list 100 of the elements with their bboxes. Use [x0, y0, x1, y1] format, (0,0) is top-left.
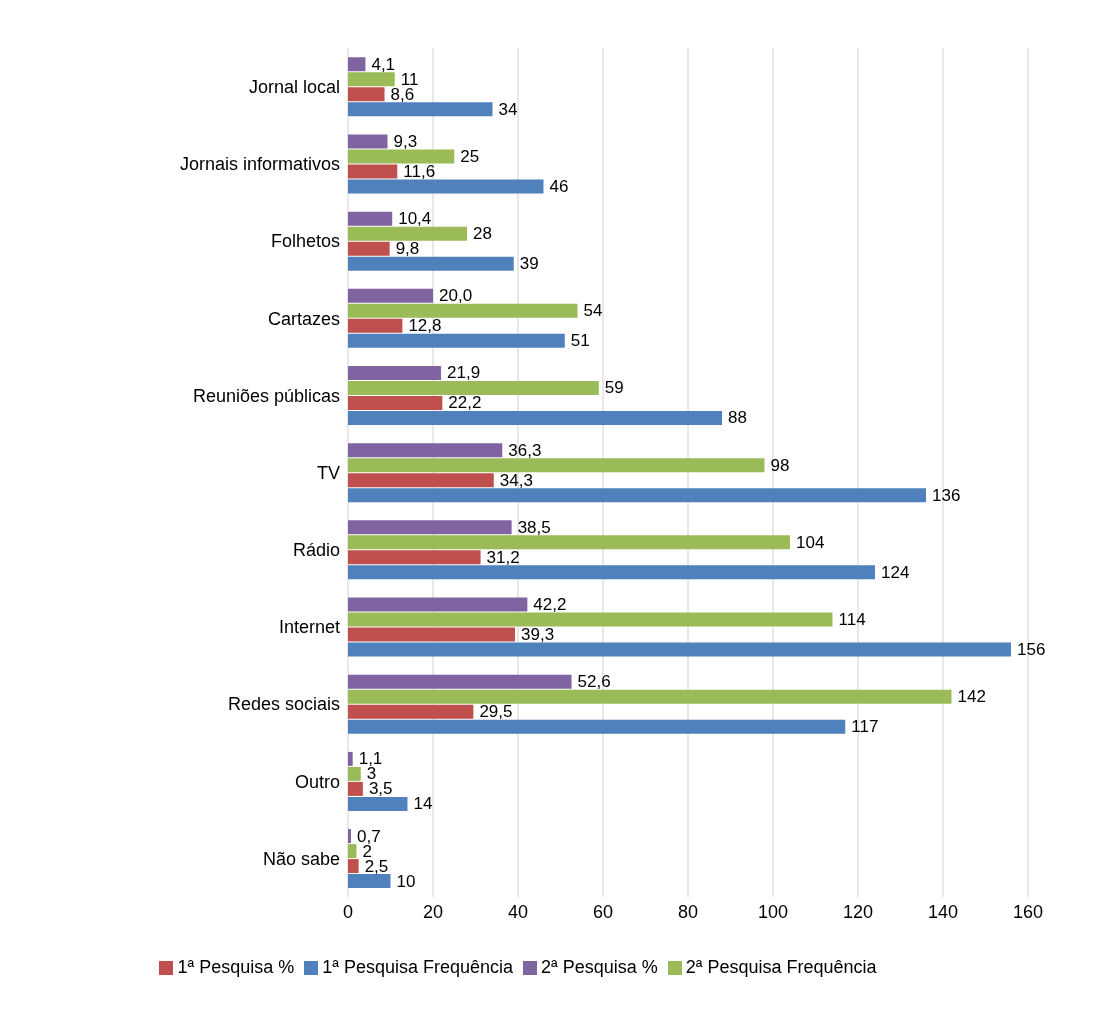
x-tick-label: 40: [507, 901, 529, 922]
bar: [348, 473, 494, 488]
data-label: 39,3: [521, 625, 555, 645]
data-label: 11,6: [403, 161, 436, 181]
data-label: 10: [396, 871, 416, 891]
bar: [348, 627, 516, 642]
bar: [348, 704, 474, 719]
bar: [348, 612, 833, 627]
bar: [348, 488, 926, 503]
data-label: 31,2: [486, 547, 520, 567]
bar: [348, 859, 359, 874]
data-label: 117: [851, 717, 879, 737]
y-tick-label: Reuniões públicas: [192, 385, 340, 406]
data-label: 1,1: [358, 749, 383, 769]
data-label: 14: [413, 794, 433, 814]
x-tick-label: 80: [677, 901, 699, 922]
data-label: 88: [728, 408, 747, 428]
bar: [348, 365, 442, 380]
bar: [348, 57, 366, 72]
bar: [348, 333, 565, 348]
data-label: 59: [604, 378, 624, 398]
y-tick-label: Não sabe: [262, 848, 340, 869]
data-label: 4,1: [371, 54, 396, 74]
y-tick-label: Jornais informativos: [179, 154, 340, 175]
bar: [348, 550, 481, 565]
y-tick-label: Jornal local: [248, 76, 340, 97]
bar: [348, 102, 493, 117]
bar: [348, 179, 544, 194]
legend-label: 1ª Pesquisa %: [177, 957, 295, 977]
bar: [348, 241, 390, 256]
bar: [348, 874, 391, 889]
data-label: 46: [549, 176, 569, 196]
bar: [348, 520, 512, 535]
bar: [348, 689, 952, 704]
data-label: 54: [583, 301, 603, 321]
data-label: 10,4: [398, 209, 432, 229]
data-label: 136: [932, 485, 961, 505]
bar: [348, 149, 455, 164]
data-label: 98: [770, 455, 790, 475]
data-label: 34,3: [499, 470, 533, 490]
data-label: 25: [460, 146, 480, 166]
data-label: 39: [519, 254, 539, 274]
bar: [348, 719, 846, 734]
bar: [348, 226, 467, 241]
x-tick-label: 20: [422, 901, 444, 922]
data-label: 38,5: [517, 517, 551, 537]
data-label: 104: [796, 532, 825, 552]
data-label: 52,6: [577, 672, 611, 692]
data-label: 124: [881, 562, 910, 582]
data-label: 12,8: [408, 316, 442, 336]
bar: [348, 642, 1011, 657]
y-tick-label: Outro: [294, 771, 340, 792]
bar: [348, 211, 393, 226]
data-label: 0,7: [356, 826, 381, 846]
data-label: 9,8: [395, 239, 420, 259]
bar: [348, 844, 357, 859]
data-label: 21,9: [447, 363, 481, 383]
bar: [348, 134, 388, 149]
data-label: 156: [1017, 640, 1046, 660]
data-label: 51: [570, 331, 590, 351]
bar: [348, 458, 765, 473]
data-label: 114: [838, 610, 866, 630]
bar: [348, 781, 363, 796]
bar: [348, 597, 528, 612]
data-label: 36,3: [508, 440, 542, 460]
bar: [348, 410, 722, 425]
bar: [348, 87, 385, 102]
bar: [348, 380, 599, 395]
y-tick-label: TV: [316, 462, 340, 483]
bar: [348, 674, 572, 689]
bar: [348, 535, 790, 550]
legend-label: 2ª Pesquisa %: [541, 957, 658, 977]
data-label: 29,5: [479, 702, 513, 722]
x-tick-label: 60: [592, 901, 614, 922]
bar: [348, 256, 514, 271]
bar: [348, 829, 351, 844]
bar: [348, 288, 433, 303]
bar: [348, 72, 395, 87]
bar: [348, 565, 875, 580]
x-tick-label: 160: [1012, 901, 1044, 922]
bar: [348, 164, 398, 179]
bar: [348, 443, 503, 458]
bar: [348, 766, 361, 781]
legend-label: 1ª Pesquisa Frequência: [322, 957, 513, 977]
bar: [348, 318, 403, 333]
x-tick-label: 120: [842, 901, 874, 922]
x-tick-label: 140: [927, 901, 959, 922]
x-tick-label: 0: [342, 901, 354, 922]
x-tick-label: 100: [757, 901, 789, 922]
data-label: 142: [957, 687, 986, 707]
data-label: 42,2: [533, 595, 567, 615]
data-label: 2,5: [364, 856, 389, 876]
bar: [348, 303, 578, 318]
y-tick-label: Folhetos: [270, 231, 340, 252]
data-label: 28: [473, 224, 492, 244]
data-label: 34: [498, 99, 518, 119]
bar: [348, 796, 408, 811]
data-label: 3,5: [368, 779, 393, 799]
legend-label: 2ª Pesquisa Frequência: [685, 957, 877, 977]
data-label: 22,2: [448, 393, 482, 413]
